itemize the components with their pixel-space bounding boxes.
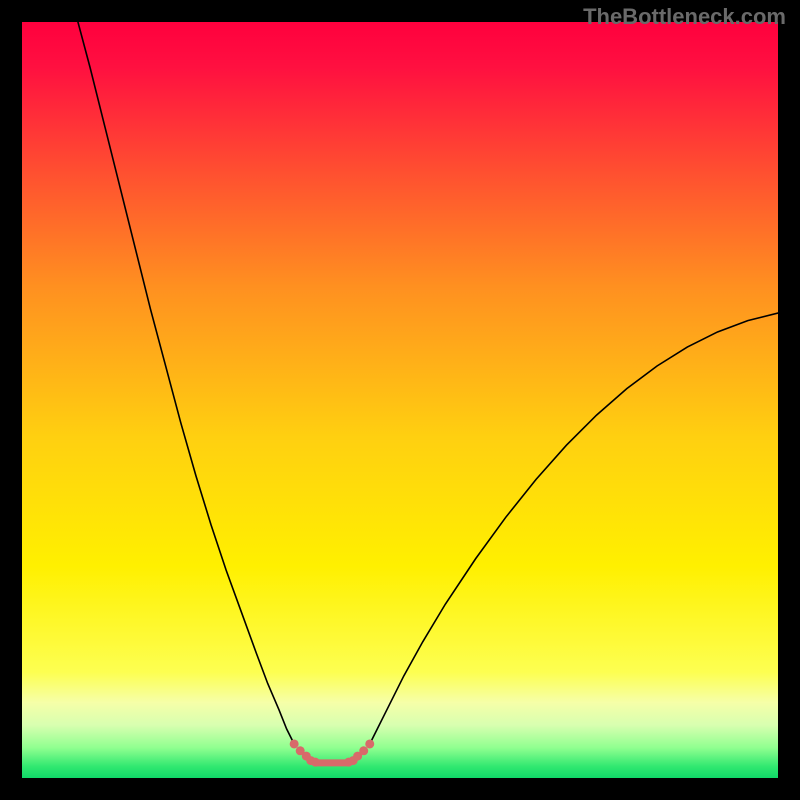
root-container: TheBottleneck.com [0,0,800,800]
optimal-zone-dot [290,739,299,748]
chart-svg [22,22,778,778]
plot-area [22,22,778,778]
gradient-background [22,22,778,778]
optimal-zone-dot [311,758,320,767]
watermark-text: TheBottleneck.com [583,4,786,30]
optimal-zone-dot [365,739,374,748]
optimal-zone-dot [359,746,368,755]
